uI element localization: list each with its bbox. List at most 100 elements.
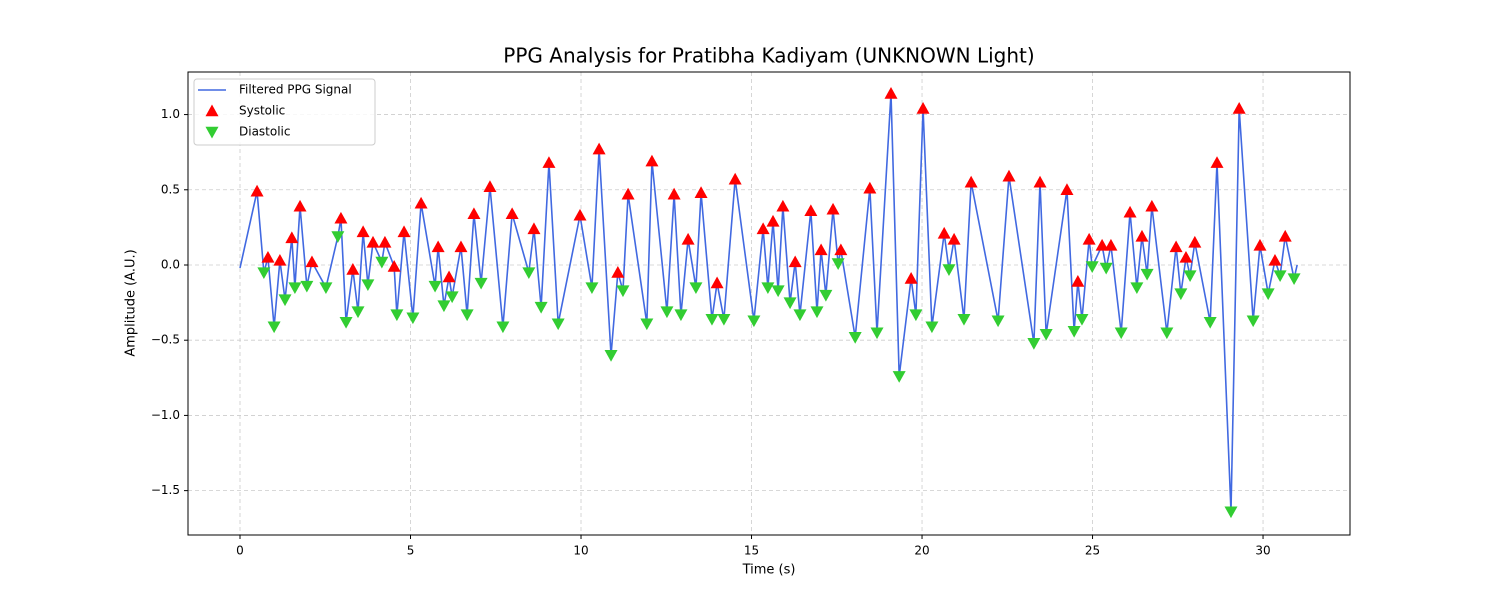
systolic-marker <box>483 180 497 192</box>
x-tick-label: 10 <box>573 544 588 558</box>
systolic-marker <box>804 204 818 217</box>
diastolic-marker <box>534 301 548 314</box>
diastolic-marker <box>437 300 451 313</box>
diastolic-marker <box>1114 327 1128 340</box>
systolic-marker <box>1060 183 1074 195</box>
diastolic-marker <box>551 318 565 331</box>
systolic-marker <box>442 270 456 283</box>
diastolic-marker <box>819 289 833 302</box>
systolic-marker <box>366 235 380 248</box>
diastolic-marker <box>1183 270 1197 283</box>
systolic-marker <box>1135 229 1149 242</box>
systolic-marker <box>505 207 519 220</box>
x-tick-label: 5 <box>407 544 415 558</box>
systolic-marker <box>1095 238 1109 251</box>
systolic-marker <box>1033 175 1047 188</box>
systolic-marker <box>1002 169 1016 182</box>
systolic-marker <box>414 196 428 209</box>
systolic-marker <box>694 186 708 198</box>
systolic-marker <box>1082 232 1096 245</box>
diastolic-marker <box>1174 288 1188 301</box>
diastolic-marker <box>1261 288 1275 301</box>
systolic-marker <box>1188 235 1202 248</box>
systolic-marker <box>756 222 770 235</box>
chart-title: PPG Analysis for Pratibha Kadiyam (UNKNO… <box>503 44 1034 68</box>
systolic-marker <box>1123 205 1137 218</box>
diastolic-marker <box>319 282 333 295</box>
systolic-marker <box>621 187 635 200</box>
diastolic-marker <box>522 267 536 280</box>
y-axis-label: Amplitude (A.U.) <box>124 249 139 356</box>
legend-label: Diastolic <box>239 125 291 139</box>
systolic-marker <box>863 181 877 194</box>
diastolic-marker <box>1099 262 1113 275</box>
systolic-marker <box>542 156 556 168</box>
diastolic-marker <box>892 371 906 383</box>
systolic-marker <box>285 231 299 244</box>
x-tick-label: 20 <box>914 544 929 558</box>
diastolic-marker <box>705 313 719 326</box>
diastolic-marker <box>257 267 271 280</box>
systolic-marker <box>1210 156 1224 168</box>
diastolic-marker <box>942 264 956 277</box>
x-axis-label: Time (s) <box>742 563 796 578</box>
diastolic-marker <box>660 306 674 319</box>
diastolic-marker <box>761 282 775 295</box>
diastolic-marker <box>460 309 474 322</box>
diastolic-marker <box>1273 270 1287 283</box>
diastolic-marker <box>375 256 389 269</box>
legend-marker <box>205 126 219 139</box>
diastolic-marker <box>278 294 292 307</box>
systolic-marker <box>947 232 961 245</box>
diastolic-marker <box>810 306 824 319</box>
systolic-marker <box>454 240 468 253</box>
systolic-marker <box>527 222 541 235</box>
diastolic-marker <box>496 321 510 334</box>
diastolic-marker <box>1224 506 1238 519</box>
diastolic-marker <box>747 315 761 328</box>
systolic-marker <box>834 243 848 256</box>
diastolic-marker <box>674 309 688 322</box>
diastolic-marker <box>848 331 862 344</box>
systolic-marker <box>884 87 898 99</box>
diastolic-marker <box>870 327 884 340</box>
y-tick-label: −1.0 <box>151 408 180 422</box>
diastolic-marker <box>604 350 618 362</box>
y-tick-label: 0.5 <box>161 182 180 196</box>
legend-label: Systolic <box>239 104 285 118</box>
systolic-marker <box>904 272 918 284</box>
systolic-marker <box>356 225 370 238</box>
systolic-marker <box>334 211 348 224</box>
systolic-marker <box>431 240 445 253</box>
diastolic-marker <box>909 309 923 322</box>
diastolic-marker <box>957 313 971 326</box>
systolic-marker <box>250 184 264 197</box>
diastolic-marker <box>1140 268 1154 281</box>
systolic-marker <box>305 255 319 268</box>
systolic-marker <box>1278 229 1292 242</box>
diastolic-marker <box>616 285 630 298</box>
diastolic-marker <box>1085 261 1099 273</box>
diastolic-marker <box>771 285 785 298</box>
systolic-marker <box>710 276 724 289</box>
diastolic-marker <box>361 279 375 292</box>
legend-label: Filtered PPG Signal <box>239 83 352 97</box>
systolic-marker <box>814 243 828 256</box>
legend-box <box>193 78 376 146</box>
diastolic-marker <box>640 318 654 331</box>
systolic-marker <box>261 250 275 263</box>
systolic-marker <box>1169 240 1183 253</box>
y-tick-label: 1.0 <box>161 107 180 121</box>
diastolic-marker <box>1203 316 1217 329</box>
diastolic-marker <box>1130 282 1144 295</box>
x-tick-label: 25 <box>1085 544 1100 558</box>
systolic-marker <box>611 266 625 278</box>
systolic-marker <box>667 187 681 200</box>
diastolic-marker <box>390 309 404 322</box>
diastolic-marker <box>991 315 1005 328</box>
systolic-marker <box>916 102 930 114</box>
diastolic-marker <box>474 277 488 290</box>
y-tick-label: −1.5 <box>151 483 180 497</box>
diastolic-marker <box>689 282 703 295</box>
